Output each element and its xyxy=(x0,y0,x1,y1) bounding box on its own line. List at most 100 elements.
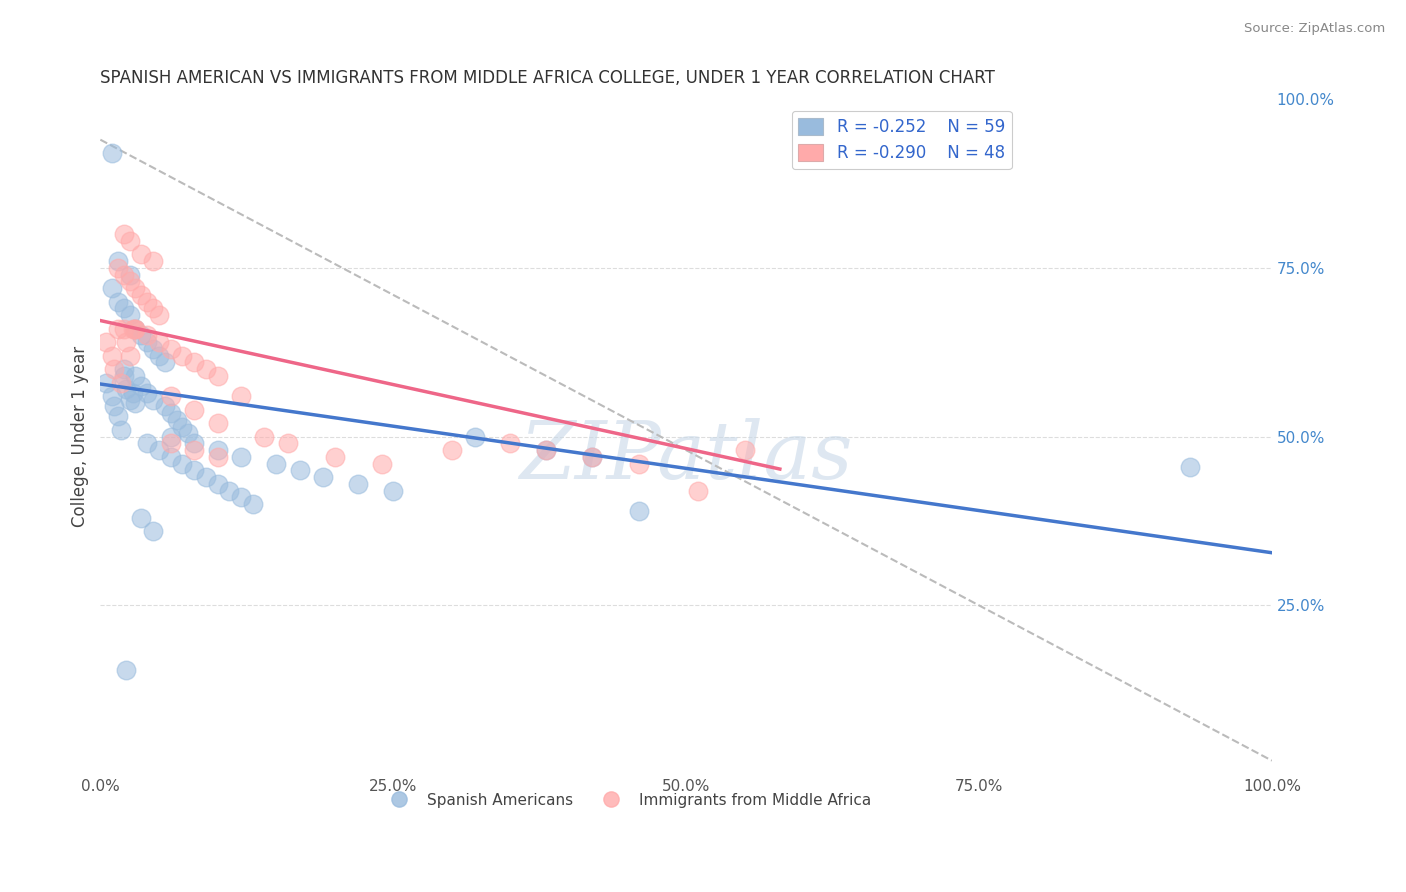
Point xyxy=(101,146,124,161)
Point xyxy=(166,413,188,427)
Point xyxy=(136,385,159,400)
Point xyxy=(207,450,229,464)
Point xyxy=(242,497,264,511)
Point xyxy=(131,510,153,524)
Point xyxy=(131,288,153,302)
Point xyxy=(118,392,141,407)
Point xyxy=(122,385,145,400)
Point xyxy=(153,355,176,369)
Point xyxy=(183,436,205,450)
Point xyxy=(110,423,132,437)
Point xyxy=(115,335,138,350)
Point xyxy=(107,254,129,268)
Point xyxy=(177,426,200,441)
Point xyxy=(124,321,146,335)
Point xyxy=(499,436,522,450)
Point xyxy=(124,321,146,335)
Point xyxy=(1178,460,1201,475)
Point xyxy=(628,504,651,518)
Point xyxy=(101,389,124,403)
Point xyxy=(96,376,118,390)
Point xyxy=(115,383,138,397)
Point xyxy=(112,301,135,316)
Point xyxy=(118,349,141,363)
Point xyxy=(207,443,229,458)
Point xyxy=(218,483,240,498)
Point xyxy=(440,443,463,458)
Point xyxy=(288,463,311,477)
Point xyxy=(382,483,405,498)
Point xyxy=(194,470,217,484)
Point xyxy=(96,335,118,350)
Point xyxy=(107,294,129,309)
Point xyxy=(229,450,252,464)
Point xyxy=(118,234,141,248)
Point xyxy=(183,355,205,369)
Point xyxy=(159,342,181,356)
Point xyxy=(153,399,176,413)
Text: SPANISH AMERICAN VS IMMIGRANTS FROM MIDDLE AFRICA COLLEGE, UNDER 1 YEAR CORRELAT: SPANISH AMERICAN VS IMMIGRANTS FROM MIDD… xyxy=(100,69,995,87)
Point xyxy=(112,368,135,383)
Point xyxy=(131,328,153,343)
Point xyxy=(101,281,124,295)
Point xyxy=(148,308,170,322)
Point xyxy=(112,268,135,282)
Point xyxy=(159,436,181,450)
Point xyxy=(534,443,557,458)
Point xyxy=(122,321,145,335)
Point xyxy=(323,450,346,464)
Point xyxy=(159,406,181,420)
Point xyxy=(118,268,141,282)
Point xyxy=(183,463,205,477)
Point xyxy=(136,294,159,309)
Point xyxy=(229,389,252,403)
Point xyxy=(264,457,287,471)
Point xyxy=(124,321,146,335)
Point xyxy=(136,436,159,450)
Point xyxy=(118,274,141,288)
Point xyxy=(142,342,165,356)
Point xyxy=(253,430,276,444)
Point xyxy=(142,524,165,538)
Point xyxy=(148,349,170,363)
Point xyxy=(103,362,125,376)
Point xyxy=(131,247,153,261)
Point xyxy=(107,260,129,275)
Point xyxy=(112,227,135,242)
Point xyxy=(112,321,135,335)
Point xyxy=(581,450,603,464)
Point xyxy=(686,483,709,498)
Point xyxy=(464,430,486,444)
Point xyxy=(148,335,170,350)
Point xyxy=(207,368,229,383)
Point xyxy=(142,254,165,268)
Point xyxy=(142,392,165,407)
Point xyxy=(131,379,153,393)
Point xyxy=(172,419,194,434)
Point xyxy=(159,389,181,403)
Point xyxy=(159,430,181,444)
Point xyxy=(118,308,141,322)
Legend: Spanish Americans, Immigrants from Middle Africa: Spanish Americans, Immigrants from Middl… xyxy=(378,787,877,814)
Point xyxy=(101,349,124,363)
Point xyxy=(734,443,756,458)
Point xyxy=(107,409,129,424)
Point xyxy=(229,491,252,505)
Point xyxy=(207,476,229,491)
Point xyxy=(183,443,205,458)
Text: ZIPatlas: ZIPatlas xyxy=(519,418,853,496)
Point xyxy=(107,321,129,335)
Point xyxy=(159,450,181,464)
Point xyxy=(183,402,205,417)
Text: Source: ZipAtlas.com: Source: ZipAtlas.com xyxy=(1244,22,1385,36)
Point xyxy=(115,663,138,677)
Point xyxy=(172,457,194,471)
Point xyxy=(112,362,135,376)
Point xyxy=(628,457,651,471)
Point xyxy=(534,443,557,458)
Point xyxy=(277,436,299,450)
Point xyxy=(110,376,132,390)
Point xyxy=(103,399,125,413)
Point xyxy=(172,349,194,363)
Point xyxy=(124,396,146,410)
